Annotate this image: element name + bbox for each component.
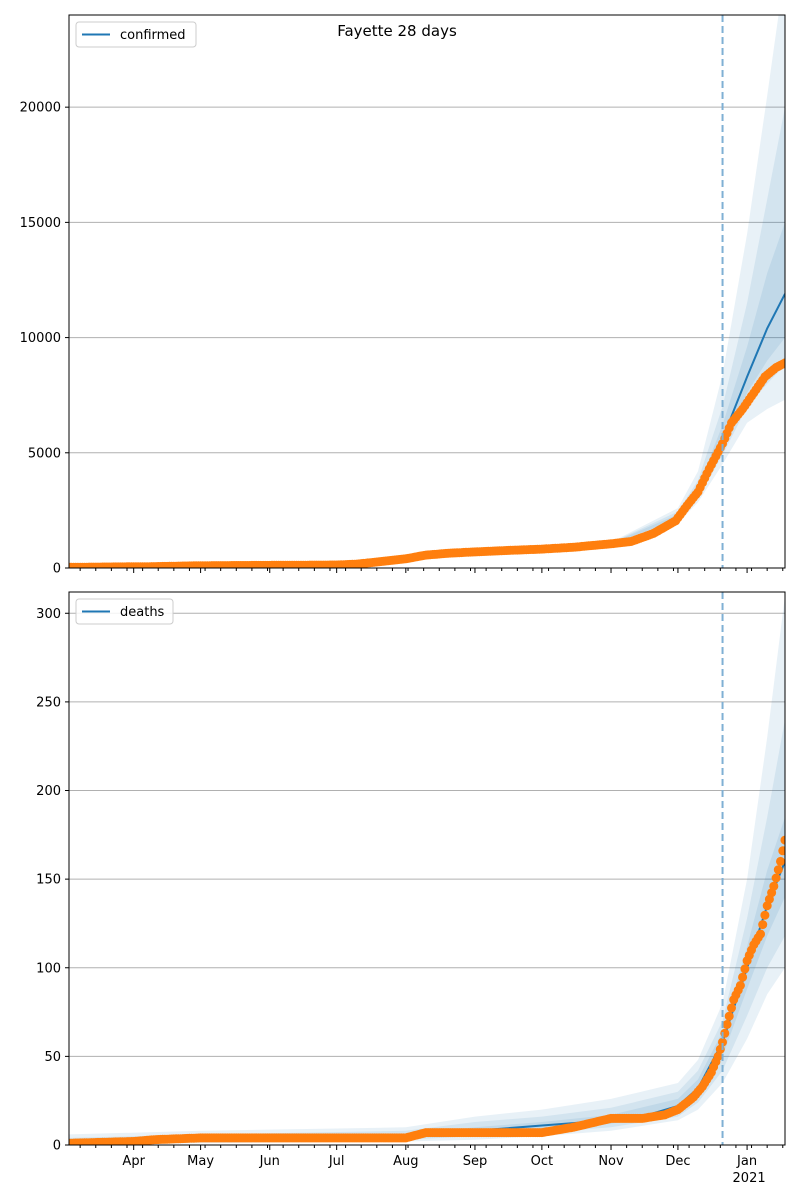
deaths-legend-box (75, 598, 174, 625)
observed-point (758, 920, 768, 930)
y-tick-label: 250 (36, 695, 61, 710)
observed-point (760, 910, 770, 920)
observed-point (718, 1037, 727, 1047)
y-tick-label: 200 (36, 784, 61, 799)
x-tick-label: Apr (122, 1154, 145, 1169)
observed-point (735, 981, 745, 990)
x-tick-label: Aug (393, 1154, 418, 1169)
deaths-chart: 0 50 100 150 200 250 300 Apr May Jun Jul Aug S… (36, 591, 786, 1186)
deaths-uncertainty-bands (69, 595, 785, 1145)
observed-point (776, 856, 785, 866)
y-tick-label: 5000 (28, 446, 61, 461)
observed-point (771, 873, 781, 883)
confirmed-legend-box (75, 21, 197, 48)
confirmed-x-axis (79, 568, 784, 573)
confirmed-observed-points (69, 358, 785, 568)
observed-point (773, 865, 783, 875)
x-tick-label: Jul (328, 1154, 345, 1169)
observed-point (738, 972, 748, 982)
y-tick-label: 100 (36, 961, 61, 976)
y-tick-label: 10000 (20, 331, 61, 346)
x-tick-label: Oct (531, 1154, 553, 1169)
deaths-legend-label: deaths (120, 605, 165, 620)
y-tick-label: 300 (36, 607, 61, 622)
x-tick-label: Jan (736, 1154, 757, 1169)
x-tick-label: May (187, 1154, 214, 1169)
confirmed-y-axis: 0 5000 10000 15000 20000 (20, 101, 69, 577)
uncertainty-band (611, 222, 785, 545)
y-tick-label: 15000 (20, 216, 61, 231)
observed-point (756, 929, 765, 939)
uncertainty-band (69, 595, 785, 1145)
deaths-x-axis: Apr May Jun Jul Aug Sep Oct Nov Dec Jan … (79, 1145, 784, 1186)
observed-point (722, 1020, 732, 1029)
uncertainty-band (611, 107, 785, 545)
x-tick-label: Jun (259, 1154, 280, 1169)
y-tick-label: 0 (53, 562, 61, 577)
observed-point (780, 358, 785, 368)
observed-point (713, 1051, 723, 1061)
figure-title: Fayette 28 days (337, 22, 457, 40)
observed-point (769, 881, 779, 891)
observed-point (727, 1003, 736, 1013)
x-tick-label: Nov (598, 1154, 624, 1169)
confirmed-chart: 0 5000 10000 15000 20000 confirmed (20, 14, 786, 577)
x-tick-label: Dec (665, 1154, 690, 1169)
observed-point (740, 964, 750, 974)
deaths-plot-frame (68, 591, 786, 1146)
deaths-y-axis: 0 50 100 150 200 250 300 (36, 607, 69, 1154)
confirmed-plot-frame (68, 14, 786, 569)
y-tick-label: 150 (36, 873, 61, 888)
confirmed-gridlines (69, 106, 785, 454)
x-tick-year-label: 2021 (733, 1171, 766, 1186)
y-tick-label: 20000 (20, 101, 61, 116)
y-tick-label: 0 (53, 1139, 61, 1154)
confirmed-legend: confirmed (75, 21, 197, 48)
observed-point (724, 1011, 734, 1021)
observed-point (778, 846, 785, 856)
observed-point (780, 835, 785, 845)
confirmed-legend-label: confirmed (120, 28, 186, 43)
deaths-observed-points (69, 835, 785, 1145)
y-tick-label: 50 (44, 1050, 61, 1065)
deaths-legend: deaths (75, 598, 174, 625)
x-tick-label: Sep (463, 1154, 488, 1169)
deaths-gridlines (69, 612, 785, 1057)
